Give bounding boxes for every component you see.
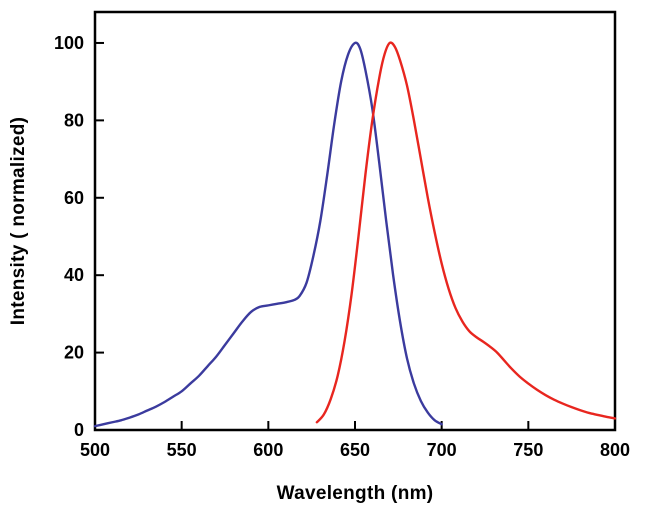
x-tick-label: 800 bbox=[600, 440, 630, 460]
y-tick-label: 80 bbox=[64, 110, 84, 130]
plot-area: 500 550 600 650 700 750 800 0 20 40 60 80 100 bbox=[54, 10, 630, 460]
x-tick-label: 600 bbox=[253, 440, 283, 460]
y-tick-label: 60 bbox=[64, 188, 84, 208]
y-axis-label: Intensity ( normalized) bbox=[8, 117, 29, 326]
y-tick-label: 40 bbox=[64, 265, 84, 285]
x-tick-label: 500 bbox=[80, 440, 110, 460]
x-tick-label: 700 bbox=[427, 440, 457, 460]
x-axis-label: Wavelength (nm) bbox=[277, 483, 434, 504]
excitation-curve bbox=[93, 41, 443, 428]
y-tick-label: 20 bbox=[64, 343, 84, 363]
y-tick-label: 0 bbox=[74, 420, 84, 440]
y-tick-label: 100 bbox=[54, 33, 84, 53]
x-tick-label: 650 bbox=[340, 440, 370, 460]
plot-border bbox=[93, 10, 617, 432]
x-tick-label: 750 bbox=[513, 440, 543, 460]
emission-curve bbox=[315, 41, 617, 424]
x-tick-label: 550 bbox=[167, 440, 197, 460]
